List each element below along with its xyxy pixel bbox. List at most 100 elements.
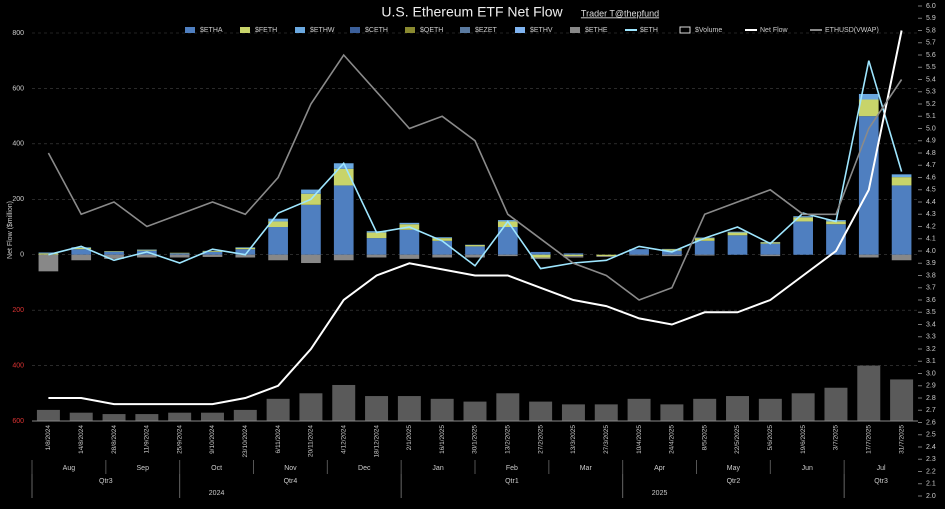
y-tick-label: 200 xyxy=(12,196,24,203)
y-tick-label: 600 xyxy=(12,418,24,425)
y2-tick-label: 5.6 xyxy=(926,52,936,59)
x-tick-label: 9/10/2024 xyxy=(209,425,216,454)
y2-tick-label: 4.8 xyxy=(926,150,936,157)
chart-title: U.S. Ethereum ETF Net Flow xyxy=(381,4,563,20)
y2-tick-label: 5.4 xyxy=(926,76,936,83)
flow-bar xyxy=(760,243,781,255)
legend-label: $QETH xyxy=(420,27,443,34)
volume-bar xyxy=(397,396,421,421)
x-tick-label: 20/11/2024 xyxy=(308,425,315,457)
flow-bar xyxy=(366,238,387,255)
flow-bar xyxy=(530,257,551,259)
legend-label: $ETHA xyxy=(200,27,223,34)
legend-label: $ETHE xyxy=(585,27,608,34)
flow-bar xyxy=(333,185,354,255)
volume-bar xyxy=(890,379,914,421)
volume-bar xyxy=(463,401,487,421)
volume-bar xyxy=(561,404,585,421)
flow-bar xyxy=(793,216,813,218)
year-label: 2024 xyxy=(209,490,225,497)
flow-bar xyxy=(793,221,813,255)
flow-bar xyxy=(432,237,453,239)
flow-bar xyxy=(38,252,59,254)
x-tick-label: 3/7/2025 xyxy=(833,425,840,451)
y2-tick-label: 4.1 xyxy=(926,236,936,243)
volume-bar xyxy=(168,412,192,421)
y2-tick-label: 2.7 xyxy=(926,407,936,414)
flow-bar xyxy=(169,254,190,258)
flow-bar xyxy=(563,254,584,257)
quarter-label: Qtr2 xyxy=(727,478,741,485)
x-tick-label: 16/1/2025 xyxy=(439,425,446,454)
y2-tick-label: 4.9 xyxy=(926,138,936,145)
flow-bar xyxy=(858,93,879,100)
quarter-label: Qtr4 xyxy=(284,478,298,485)
volume-bar xyxy=(200,412,224,421)
flow-bar xyxy=(333,163,354,169)
flow-bar xyxy=(563,256,584,258)
y2-tick-label: 3.2 xyxy=(926,346,936,353)
flow-bar xyxy=(235,247,256,248)
flow-bar xyxy=(235,247,256,250)
x-tick-label: 22/5/2025 xyxy=(734,425,741,454)
legend-swatch xyxy=(570,27,580,33)
y2-tick-label: 2.9 xyxy=(926,383,936,390)
flow-bar xyxy=(629,254,649,256)
volume-bar xyxy=(726,396,750,421)
flow-bar xyxy=(104,251,124,255)
flow-bar xyxy=(333,254,354,261)
x-tick-label: 27/3/2025 xyxy=(603,425,610,454)
y-tick-label: 0 xyxy=(20,252,24,259)
x-tick-label: 10/4/2025 xyxy=(636,425,643,454)
flow-bar xyxy=(432,254,453,258)
legend-label: $CETH xyxy=(365,27,388,34)
flow-bar xyxy=(268,227,288,255)
series-line xyxy=(47,53,903,301)
x-tick-label: 24/4/2025 xyxy=(669,425,676,454)
month-label: Sep xyxy=(137,465,150,472)
y-tick-label: 200 xyxy=(12,307,24,314)
volume-bar xyxy=(693,398,717,421)
y2-tick-label: 3.4 xyxy=(926,321,936,328)
y2-tick-label: 5.3 xyxy=(926,89,936,96)
y2-tick-label: 4.0 xyxy=(926,248,936,255)
x-tick-label: 13/3/2025 xyxy=(570,425,577,454)
flow-bar xyxy=(497,254,518,257)
legend-label: $Volume xyxy=(695,27,722,34)
legend-swatch xyxy=(240,27,250,33)
month-label: Dec xyxy=(358,465,371,472)
volume-bar xyxy=(102,414,126,421)
year-label: 2025 xyxy=(652,490,668,497)
legend-swatch xyxy=(460,27,470,33)
flow-bar xyxy=(432,238,453,241)
y2-tick-label: 4.3 xyxy=(926,211,936,218)
flow-bar xyxy=(727,235,748,255)
volume-bar xyxy=(36,409,60,421)
volume-bar xyxy=(430,398,454,421)
x-tick-label: 2/1/2025 xyxy=(406,425,413,451)
series-line xyxy=(48,60,903,270)
y-tick-label: 400 xyxy=(12,141,24,148)
flow-bar xyxy=(530,254,551,258)
flow-bar xyxy=(169,252,190,254)
legend-label: $ETHW xyxy=(310,27,335,34)
flow-bar xyxy=(891,185,912,255)
y2-tick-label: 2.2 xyxy=(926,468,936,475)
flow-bar xyxy=(268,218,288,222)
x-tick-label: 31/7/2025 xyxy=(898,425,905,454)
y2-tick-label: 2.5 xyxy=(926,432,936,439)
volume-bar xyxy=(857,365,881,421)
y2-tick-label: 4.7 xyxy=(926,162,936,169)
month-label: Feb xyxy=(506,465,518,472)
volume-bar xyxy=(365,396,389,421)
y-tick-label: 800 xyxy=(12,30,24,37)
quarter-label: Qtr3 xyxy=(874,478,888,485)
flow-bar xyxy=(465,245,485,247)
flow-bar xyxy=(563,253,584,255)
flow-bar xyxy=(399,222,420,225)
month-label: Nov xyxy=(284,465,297,472)
month-label: Aug xyxy=(63,465,76,472)
flow-bar xyxy=(399,229,420,255)
flow-bar xyxy=(268,254,288,261)
legend-label: $ETH xyxy=(640,27,658,34)
